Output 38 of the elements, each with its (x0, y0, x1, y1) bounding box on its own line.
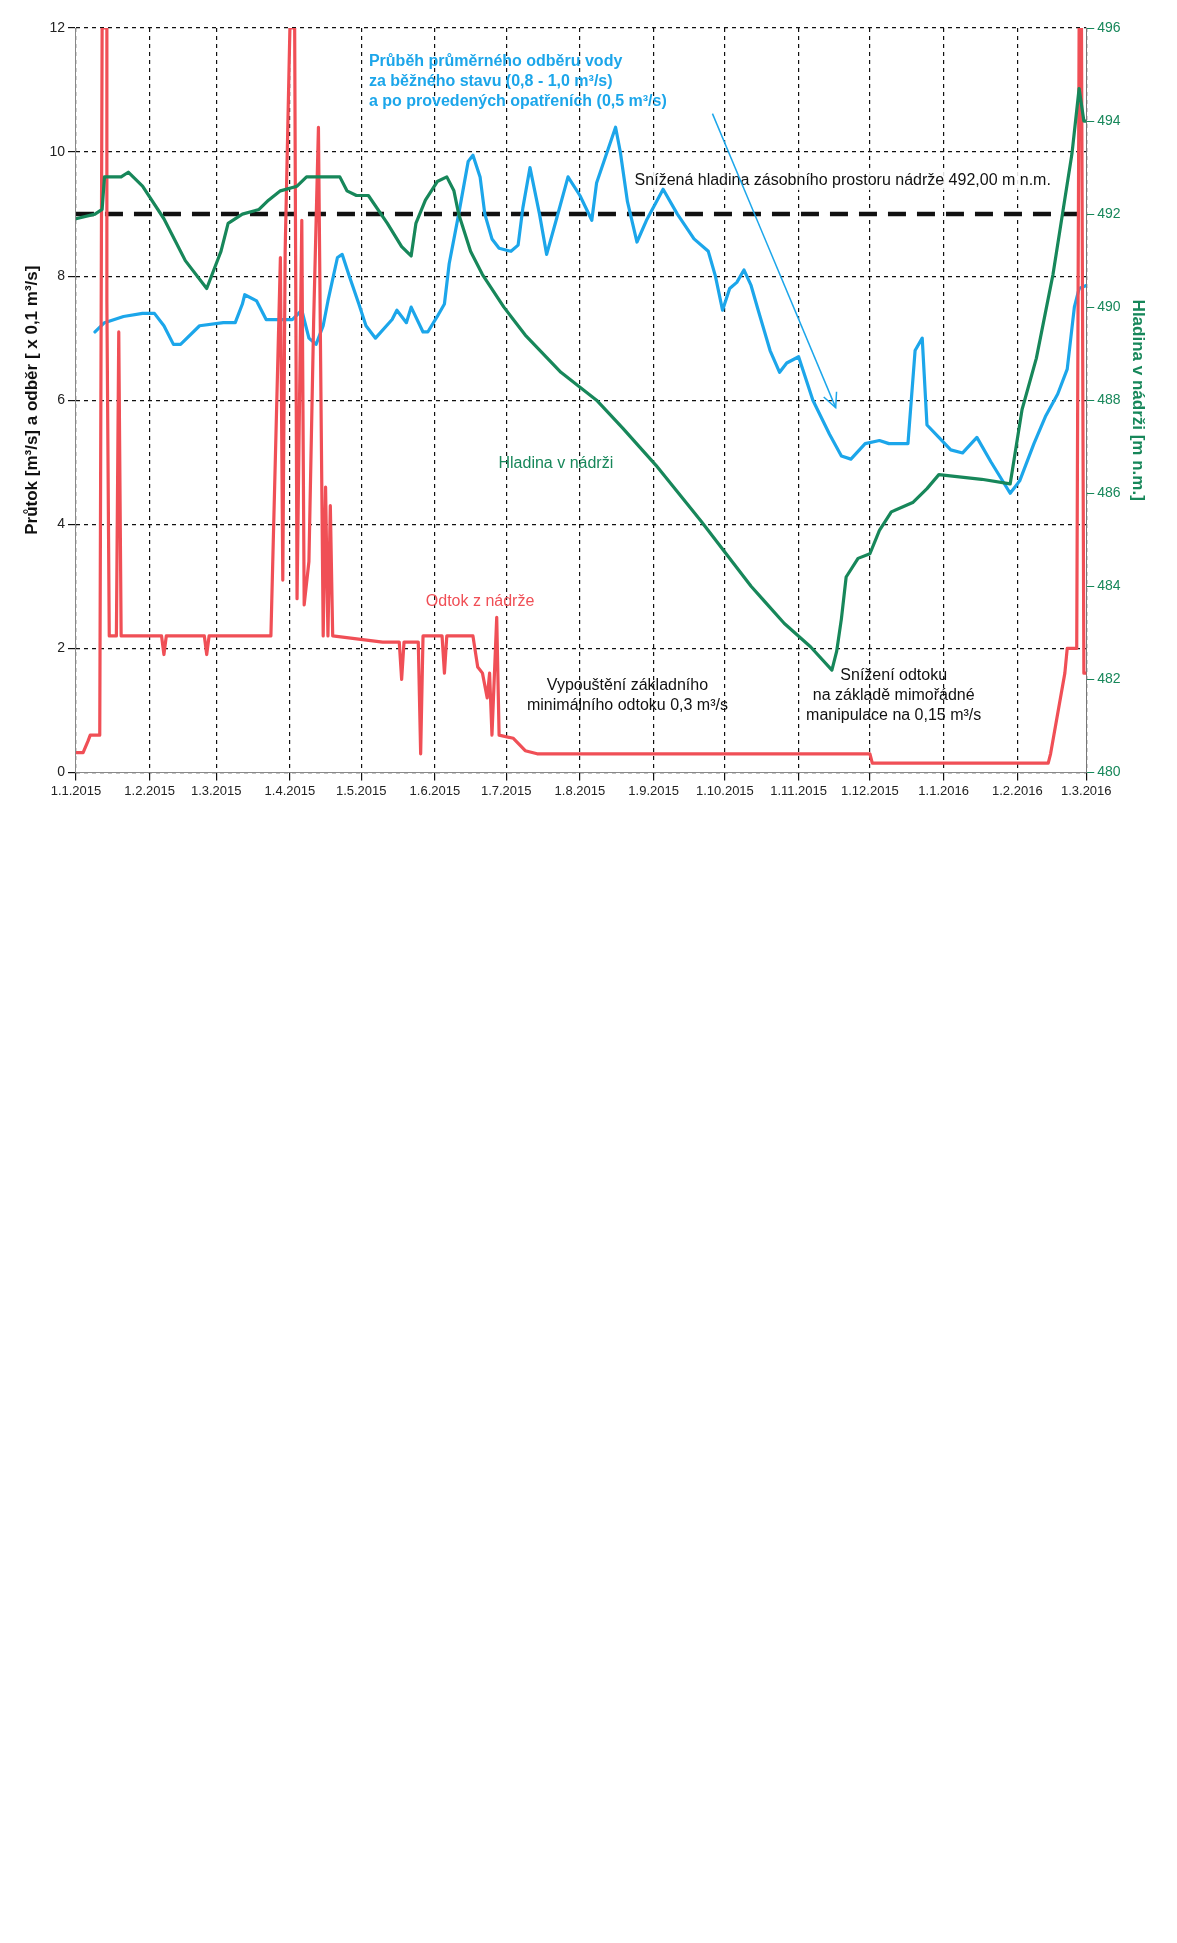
y2-tick-label: 484 (1097, 577, 1121, 594)
y2-tick-label: 488 (1097, 391, 1121, 408)
y2-tick-label: 490 (1097, 298, 1121, 315)
y2-tick-label: 494 (1097, 111, 1121, 128)
series-label: Hladina v nádrži (498, 454, 614, 472)
x-tick-label: 1.2.2016 (992, 782, 1043, 798)
x-tick-label: 1.12.2015 (841, 782, 899, 798)
y-tick-label: 2 (57, 639, 66, 656)
annotation: Vypouštění základního minimálního odtoku 0,3 m³/s (526, 676, 728, 714)
y-tick-label: 6 (57, 391, 66, 408)
x-tick-label: 1.11.2015 (770, 782, 828, 798)
y-tick-label: 8 (57, 266, 66, 283)
y-tick-label: 10 (49, 142, 66, 159)
x-tick-label: 1.4.2015 (264, 782, 316, 798)
y-tick-label: 0 (57, 763, 66, 780)
y-tick-label: 12 (49, 18, 66, 35)
x-tick-label: 1.6.2015 (409, 782, 461, 798)
x-tick-label: 1.8.2015 (554, 782, 606, 798)
x-tick-label: 1.3.2016 (1060, 782, 1112, 798)
y2-tick-label: 496 (1097, 18, 1121, 35)
y2-tick-label: 492 (1097, 204, 1121, 221)
x-tick-label: 1.3.2015 (190, 782, 242, 798)
y2-tick-label: 482 (1097, 670, 1121, 687)
text: Průběh průměrného odběru vody za běžného stavu (0,8 - 1,0 m³/s) a po provedených opatřeních (0,5 m³/s) (368, 52, 667, 110)
x-tick-label: 1.9.2015 (628, 782, 679, 798)
y-tick-label: 4 (57, 515, 66, 532)
x-tick-label: 1.1.2015 (50, 782, 102, 798)
y-axis-title: Průtok [m³/s] a odběr [ x 0,1 m³/s] (21, 265, 41, 535)
y2-tick-label: 486 (1097, 484, 1121, 501)
annotation: Snížení odtoku na základě mimořádné manipulace na 0,15 m³/s (806, 665, 982, 723)
y2-axis-title: Hladina v nádrži [m n.m.] (1129, 299, 1149, 501)
x-tick-label: 1.10.2015 (696, 782, 754, 798)
y2-tick-label: 480 (1097, 763, 1121, 780)
x-tick-label: 1.7.2015 (480, 782, 532, 798)
x-tick-label: 1.1.2016 (918, 782, 969, 798)
x-tick-label: 1.2.2015 (124, 782, 175, 798)
series-label: Odtok z nádrže (425, 592, 535, 610)
x-tick-label: 1.5.2015 (335, 782, 387, 798)
